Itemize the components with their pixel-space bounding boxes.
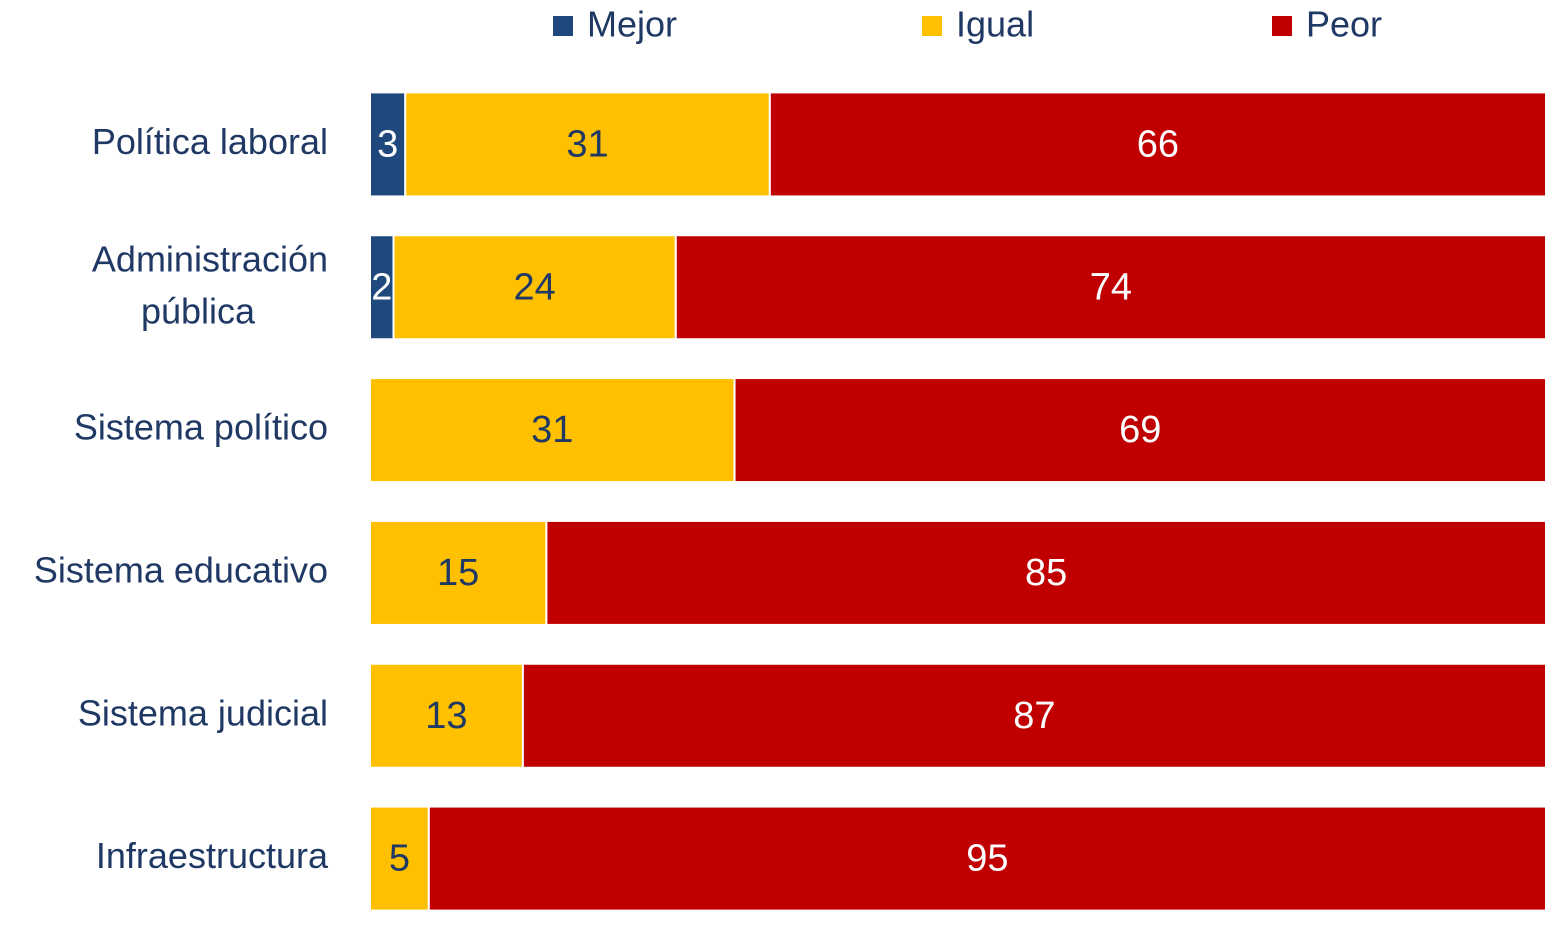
legend-swatch — [1272, 16, 1292, 36]
y-tick-label: Sistema educativo — [34, 549, 328, 590]
legend-label: Igual — [956, 4, 1034, 45]
bar-segment — [369, 805, 430, 912]
data-label: 13 — [425, 695, 467, 737]
bar-segment — [545, 519, 1546, 626]
data-label: 15 — [437, 552, 479, 594]
data-label: 85 — [1025, 552, 1067, 594]
bar-segment — [674, 234, 1546, 341]
data-label: 5 — [389, 838, 410, 880]
y-tick-label: Sistema político — [74, 407, 328, 448]
bar-segment — [392, 234, 677, 341]
legend-swatch — [922, 16, 942, 36]
y-tick-label-line: Administración — [92, 238, 328, 279]
data-label: 66 — [1137, 123, 1179, 165]
bar-segment — [369, 662, 524, 769]
data-label: 31 — [566, 123, 608, 165]
data-label: 2 — [371, 266, 392, 308]
data-label: 69 — [1119, 409, 1161, 451]
data-label: 87 — [1013, 695, 1055, 737]
bar-segment — [404, 91, 771, 198]
bar-segment — [369, 377, 736, 484]
y-tick-label: Administración pública — [92, 238, 328, 331]
data-label: 74 — [1090, 266, 1132, 308]
y-tick-label-line: pública — [141, 290, 256, 331]
bar-segment — [369, 91, 407, 198]
bar-segment — [427, 805, 1546, 912]
y-tick-label: Política laboral — [92, 121, 328, 162]
data-label: 31 — [531, 409, 573, 451]
bar-segment — [521, 662, 1546, 769]
bar-segment — [369, 519, 548, 626]
legend-label: Mejor — [587, 4, 677, 45]
bar-segment — [733, 377, 1546, 484]
bar-segment — [768, 91, 1546, 198]
legend-swatch — [553, 16, 573, 36]
data-label: 95 — [966, 838, 1008, 880]
y-tick-label: Sistema judicial — [78, 692, 328, 733]
data-label: 24 — [513, 266, 555, 308]
y-tick-label: Infraestructura — [96, 835, 329, 876]
data-label: 3 — [377, 123, 398, 165]
legend-label: Peor — [1306, 4, 1382, 45]
